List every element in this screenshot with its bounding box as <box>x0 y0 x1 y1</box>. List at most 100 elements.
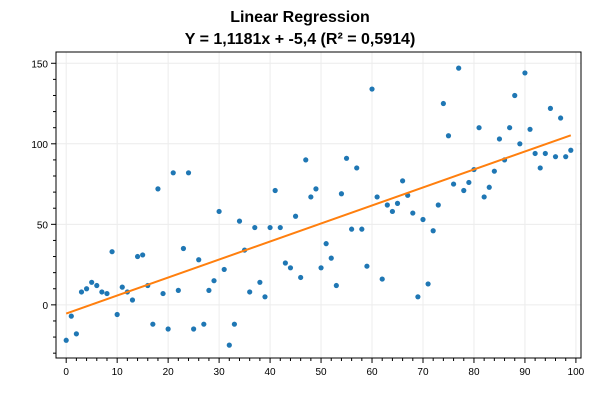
scatter-point <box>359 226 365 232</box>
scatter-point <box>420 216 426 223</box>
y-tick-label: 0 <box>42 301 48 312</box>
scatter-point <box>318 265 324 271</box>
scatter-point <box>354 165 360 171</box>
scatter-point <box>349 226 355 232</box>
scatter-point <box>175 287 181 293</box>
scatter-point <box>129 297 136 303</box>
scatter-point <box>486 184 492 190</box>
scatter-point <box>537 165 543 171</box>
scatter-point <box>94 282 100 289</box>
scatter-point <box>542 150 548 157</box>
scatter-point <box>78 289 85 295</box>
scatter-point <box>517 141 523 147</box>
scatter-point <box>63 337 69 343</box>
scatter-point <box>440 100 446 107</box>
scatter-point <box>328 255 334 261</box>
scatter-point <box>140 252 146 258</box>
scatter-point <box>68 313 74 319</box>
scatter-point <box>364 263 370 269</box>
scatter-point <box>394 200 401 206</box>
scatter-point <box>512 92 518 99</box>
scatter-point <box>206 287 212 293</box>
scatter-point <box>481 194 487 200</box>
scatter-point <box>308 194 314 200</box>
scatter-point <box>389 208 396 215</box>
y-tick-label: 100 <box>31 140 48 151</box>
scatter-point <box>415 294 421 300</box>
scatter-point <box>252 224 258 231</box>
scatter-point <box>435 202 441 208</box>
scatter-point <box>247 289 253 295</box>
x-tick-label: 100 <box>568 367 585 378</box>
scatter-point <box>287 265 294 271</box>
scatter-point <box>476 125 482 131</box>
scatter-point <box>313 186 319 192</box>
scatter-point <box>282 260 288 266</box>
scatter-point <box>456 65 462 71</box>
x-tick-label: 60 <box>366 367 378 378</box>
scatter-point <box>160 290 166 297</box>
x-tick-label: 70 <box>417 367 429 378</box>
scatter-point <box>568 147 574 153</box>
scatter-point <box>323 241 329 247</box>
x-tick-label: 0 <box>63 367 69 378</box>
scatter-point <box>277 224 283 231</box>
scatter-point <box>410 210 416 216</box>
scatter-point <box>236 218 243 224</box>
y-tick-label: 50 <box>37 220 49 231</box>
scatter-point <box>221 266 227 273</box>
scatter-point <box>496 136 503 142</box>
scatter-point <box>83 286 90 292</box>
scatter-point <box>466 179 472 186</box>
scatter-point <box>150 321 156 327</box>
scatter-point <box>226 342 232 348</box>
scatter-point <box>507 125 513 131</box>
scatter-point <box>374 194 380 200</box>
x-tick-label: 10 <box>112 367 124 378</box>
scatter-point <box>343 155 350 161</box>
scatter-point <box>369 86 375 92</box>
scatter-point <box>99 289 105 295</box>
scatter-point <box>450 181 457 187</box>
x-tick-label: 50 <box>315 367 327 378</box>
scatter-point <box>532 150 538 157</box>
scatter-point <box>170 170 176 176</box>
chart-title: Linear Regression <box>230 9 370 26</box>
x-tick-label: 20 <box>163 367 175 378</box>
scatter-point <box>231 321 237 327</box>
scatter-point <box>104 290 110 297</box>
x-tick-label: 30 <box>214 367 226 378</box>
scatter-point <box>400 178 406 184</box>
scatter-point <box>430 228 436 234</box>
scatter-point <box>196 257 202 263</box>
scatter-point <box>180 245 187 252</box>
scatter-point <box>211 278 217 284</box>
scatter-point <box>216 208 222 215</box>
scatter-point <box>292 213 299 219</box>
scatter-point <box>262 294 268 300</box>
scatter-point <box>547 105 554 111</box>
scatter-point <box>522 70 528 76</box>
x-tick-label: 80 <box>468 367 480 378</box>
scatter-point <box>384 202 390 208</box>
regression-line <box>65 134 572 315</box>
scatter-point <box>425 281 431 287</box>
scatter-point <box>191 326 197 332</box>
scatter-point <box>185 170 192 176</box>
scatter-point <box>109 249 115 255</box>
scatter-point <box>272 187 278 194</box>
plot-frame <box>55 51 582 359</box>
scatter-point <box>165 326 171 332</box>
scatter-point <box>201 321 207 327</box>
scatter-point <box>134 253 141 260</box>
scatter-point <box>298 274 304 281</box>
scatter-point <box>119 284 125 290</box>
scatter-point <box>267 224 273 231</box>
chart-subtitle: Y = 1,1181x + -5,4 (R² = 0,5914) <box>184 31 416 48</box>
scatter-point <box>338 191 345 197</box>
scatter-point <box>89 279 95 285</box>
scatter-point <box>303 157 309 163</box>
x-tick-label: 90 <box>519 367 531 378</box>
